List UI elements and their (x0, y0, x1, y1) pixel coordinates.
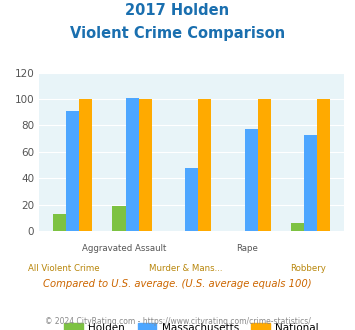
Bar (198, 99, 211, 231)
Text: Aggravated Assault: Aggravated Assault (82, 244, 167, 253)
Bar (53, 214, 66, 231)
Bar (291, 223, 304, 231)
Legend: Holden, Massachusetts, National: Holden, Massachusetts, National (60, 318, 323, 330)
Text: Murder & Mans...: Murder & Mans... (149, 264, 222, 273)
Text: © 2024 CityRating.com - https://www.cityrating.com/crime-statistics/: © 2024 CityRating.com - https://www.city… (45, 317, 310, 326)
Text: Violent Crime Comparison: Violent Crime Comparison (70, 26, 285, 41)
Bar (304, 135, 317, 231)
Bar (113, 206, 126, 231)
Bar (185, 168, 198, 231)
Text: Compared to U.S. average. (U.S. average equals 100): Compared to U.S. average. (U.S. average … (43, 279, 312, 289)
Bar (79, 99, 92, 231)
Bar (317, 99, 331, 231)
Text: 2017 Holden: 2017 Holden (125, 3, 230, 18)
Bar (126, 98, 139, 231)
Bar (245, 129, 258, 231)
Bar (258, 99, 271, 231)
Text: Rape: Rape (236, 244, 258, 253)
Text: Robbery: Robbery (290, 264, 326, 273)
Bar (139, 99, 152, 231)
Text: All Violent Crime: All Violent Crime (28, 264, 99, 273)
Bar (66, 111, 79, 231)
